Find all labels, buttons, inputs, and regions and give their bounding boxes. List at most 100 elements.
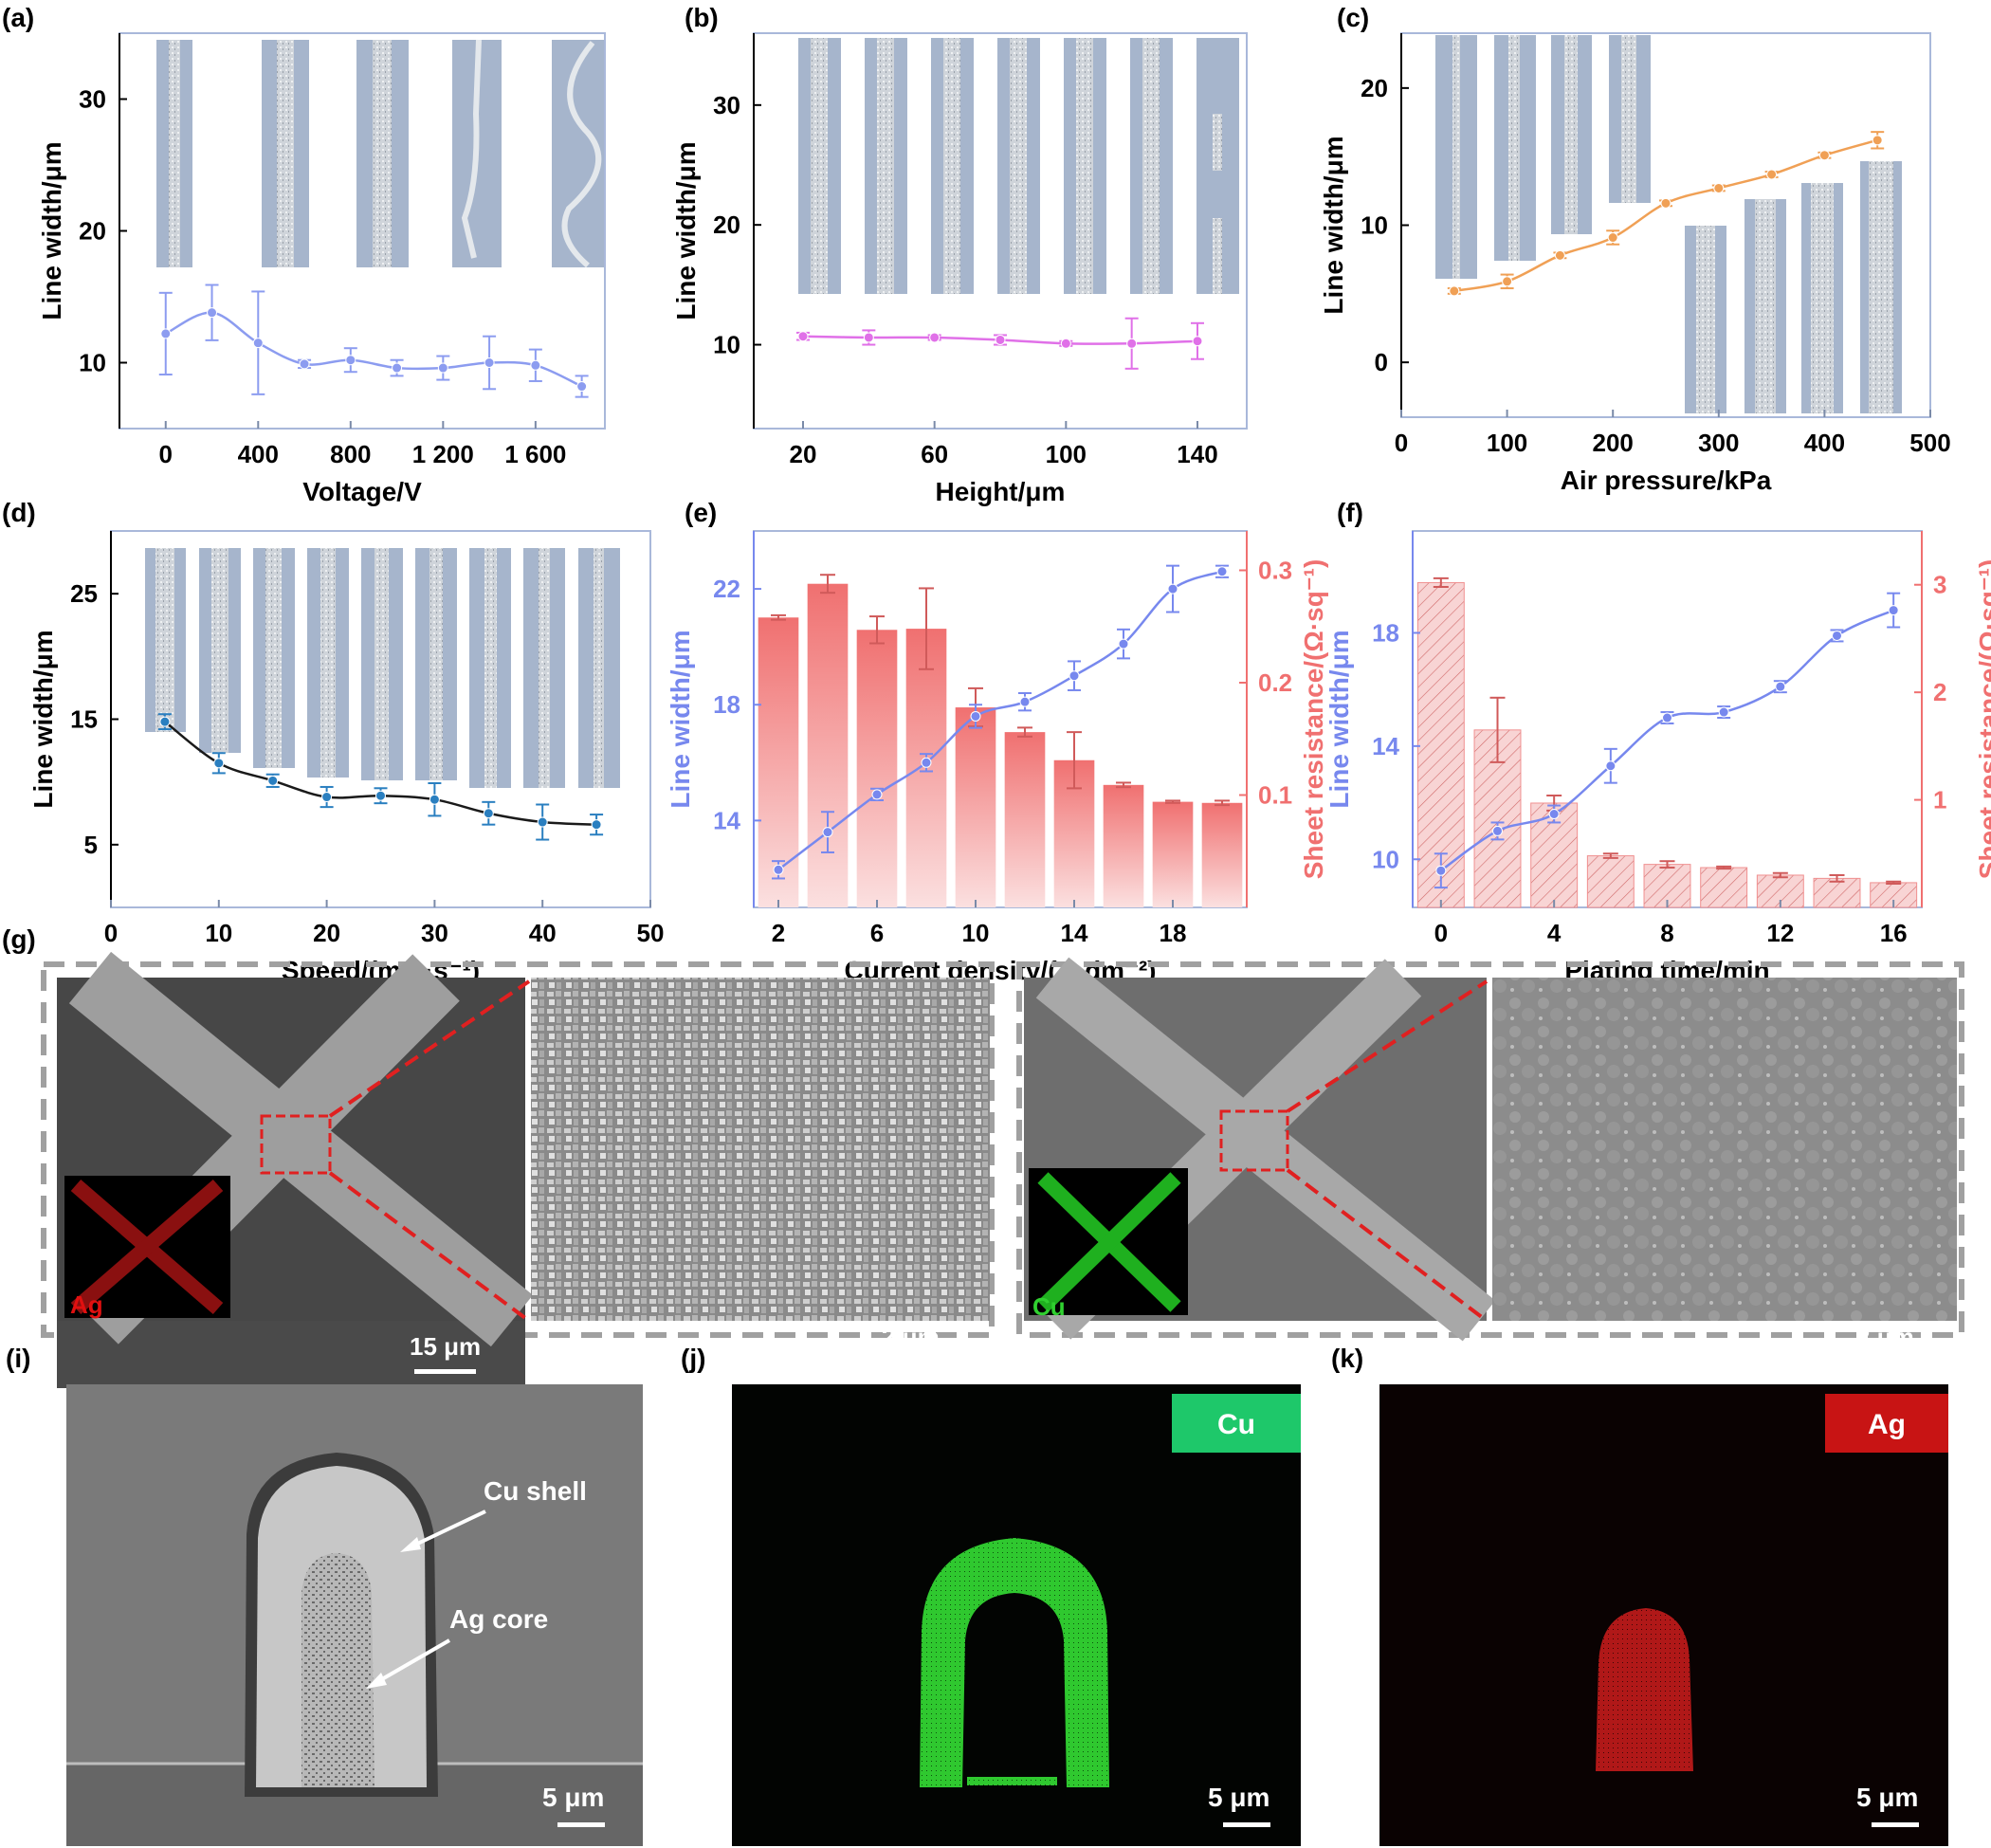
y2-axis-label: Sheet resistance/(Ω·sq⁻¹) — [1974, 559, 1991, 880]
x-tick-label: 400 — [1804, 429, 1845, 457]
printed-line — [811, 38, 828, 294]
y-tick-label: 0 — [1375, 348, 1388, 376]
printed-line — [1213, 218, 1222, 294]
bar — [1152, 801, 1194, 907]
x-tick-label: 6 — [870, 919, 884, 947]
x-tick-label: 1 600 — [504, 440, 566, 468]
panel-g-sem-ag: Ag 15 μm 2 μm — [41, 951, 995, 1388]
data-point — [1713, 182, 1725, 193]
optical-insets — [156, 39, 604, 268]
printed-line — [1010, 38, 1027, 294]
x-tick-label: 10 — [205, 919, 232, 947]
y-tick-label: 30 — [79, 85, 106, 114]
printed-line — [155, 548, 174, 732]
bar — [807, 583, 849, 907]
printed-line — [1452, 35, 1460, 279]
scale-bar-label: 5 μm — [1856, 1783, 1918, 1812]
chart-c-air-pressure: 0 100 200 300 400 500 0 10 20 Air pressure/kPa Lin… — [1319, 32, 1951, 495]
panel-letter-i: (i) — [6, 1344, 30, 1373]
x-tick-label: 1 200 — [412, 440, 474, 468]
data-point — [1216, 566, 1228, 577]
data-point — [863, 332, 874, 343]
data-point — [591, 819, 602, 831]
printed-track — [1035, 957, 1496, 1342]
data-point — [1548, 808, 1560, 819]
data-point — [345, 355, 356, 366]
y2-tick-label: 1 — [1933, 786, 1946, 814]
y-axis-label: Line width/μm — [37, 141, 66, 320]
panel-letter-g: (g) — [2, 924, 36, 954]
x-tick-label: 140 — [1177, 440, 1217, 468]
chart-a-voltage: 0 400 800 1 200 1 600 10 20 30 Voltage/V Line wid… — [37, 32, 606, 506]
y-tick-label: 15 — [70, 705, 98, 734]
data-point — [773, 864, 784, 875]
scale-bar — [1377, 1369, 1438, 1374]
data-point — [1607, 232, 1618, 244]
y-tick-label: 14 — [713, 806, 740, 834]
plot-area: 0 400 800 1 200 1 600 10 20 30 Voltage/V Line wid… — [37, 33, 589, 506]
x-axis-label: Height/μm — [936, 477, 1066, 506]
x-tick-label: 10 — [962, 919, 990, 947]
data-point — [1872, 135, 1883, 146]
panel-letter-b: (b) — [685, 3, 719, 32]
scale-bar-label: 15 μm — [410, 1332, 481, 1361]
plot-area: 0 100 200 300 400 500 0 10 20 Air pressure/kPa Lin… — [1319, 33, 1951, 495]
panel-letter-e: (e) — [685, 498, 717, 527]
panel-letter-f: (f) — [1337, 498, 1363, 527]
printed-line — [320, 548, 336, 778]
scale-bar — [1872, 1822, 1919, 1827]
bar — [1103, 784, 1144, 907]
printed-line — [1811, 183, 1834, 413]
printed-line — [461, 39, 482, 259]
scale-bar-label: 5 μm — [542, 1783, 604, 1812]
zoom-box — [260, 1114, 332, 1175]
scale-bar — [414, 1369, 476, 1374]
data-point — [1126, 338, 1138, 349]
y-axis-label: Line width/μm — [1324, 630, 1354, 808]
printed-line — [374, 548, 389, 780]
bar-hatch — [1813, 877, 1861, 908]
x-tick-label: 8 — [1660, 919, 1673, 947]
element-badge-cu — [1172, 1394, 1301, 1453]
printed-line — [484, 548, 497, 788]
y-tick-label: 22 — [713, 575, 740, 603]
printed-line — [1621, 35, 1636, 203]
data-point — [871, 789, 883, 800]
data-point — [437, 362, 448, 374]
data-point — [375, 790, 386, 801]
optical-insets — [145, 548, 620, 788]
x-tick-label: 0 — [104, 919, 118, 947]
zoom-line — [1286, 1168, 1489, 1323]
printed-line — [277, 40, 294, 267]
data-point — [929, 332, 941, 343]
x-tick-label: 60 — [921, 440, 948, 468]
x-tick-label: 300 — [1698, 429, 1739, 457]
data-point — [1766, 169, 1778, 180]
panel-letter-c: (c) — [1337, 3, 1369, 32]
y-tick-label: 20 — [79, 217, 106, 246]
dashed-frame — [1016, 961, 1964, 1338]
x-tick-label: 0 — [1395, 429, 1408, 457]
x-tick-label: 200 — [1593, 429, 1634, 457]
x-tick-label: 2 — [772, 919, 785, 947]
element-badge-label: Cu — [1217, 1409, 1255, 1440]
y-tick-label: 10 — [1372, 845, 1399, 873]
scale-bar-label: 5 μm — [1208, 1783, 1269, 1812]
zoom-line — [328, 979, 531, 1118]
y-tick-label: 18 — [1372, 618, 1399, 647]
x-tick-label: 800 — [330, 440, 371, 468]
element-badge-label: Ag — [1868, 1409, 1906, 1440]
arrow-cu-shell — [409, 1510, 486, 1549]
printed-line — [1076, 38, 1093, 294]
x-tick-label: 100 — [1046, 440, 1087, 468]
panel-letter-a: (a) — [2, 3, 34, 32]
data-point — [1449, 285, 1460, 297]
y2-axis-label: Sheet resistance/(Ω·sq⁻¹) — [1299, 559, 1328, 880]
y-tick-label: 10 — [79, 349, 106, 377]
printed-line — [561, 41, 602, 268]
x-tick-label: 20 — [313, 919, 340, 947]
data-point — [797, 331, 809, 342]
zoom-box — [1219, 1109, 1289, 1172]
